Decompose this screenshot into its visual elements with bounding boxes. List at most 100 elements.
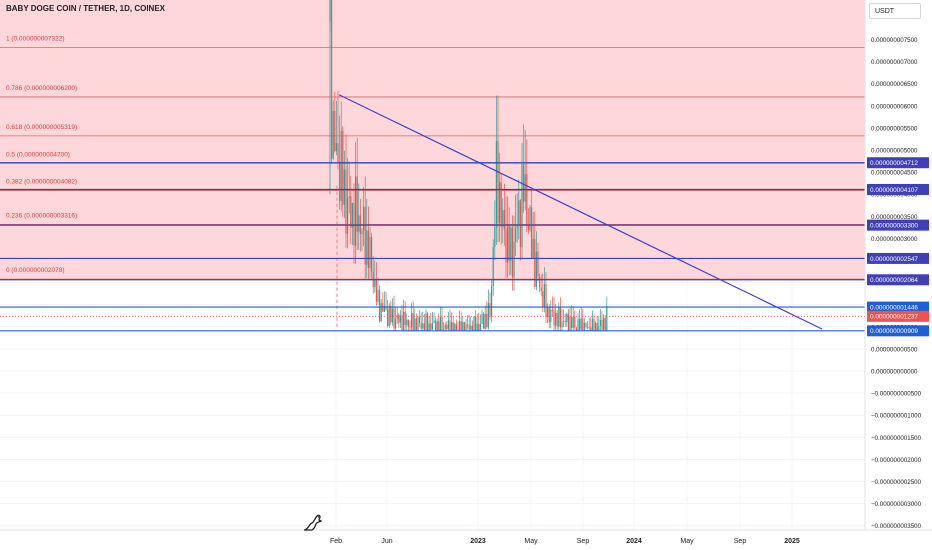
candle-body — [567, 313, 569, 331]
candle-body — [519, 200, 521, 248]
candle-body — [409, 326, 411, 328]
candle-body — [358, 215, 360, 232]
price-line-badge-label: 0.000000001446 — [870, 304, 918, 311]
candle-body — [471, 325, 473, 331]
price-tick-label: 0.000000003500 — [871, 214, 918, 221]
candle-body — [463, 322, 465, 331]
price-tick-label: −0.000000003000 — [871, 501, 922, 508]
candle-body — [433, 320, 435, 324]
candle-body — [524, 174, 526, 202]
trendline[interactable] — [338, 94, 823, 330]
candle-body — [367, 230, 369, 268]
current-price-badge — [867, 310, 929, 322]
candle-body — [548, 307, 550, 323]
candle-body — [598, 325, 600, 331]
time-tick-label: 2025 — [784, 538, 800, 545]
candle-body — [340, 130, 342, 201]
candle-body — [497, 140, 499, 224]
candle-body — [553, 310, 555, 326]
candle-body — [451, 322, 453, 331]
candle-body — [343, 169, 345, 205]
candle-body — [375, 280, 377, 302]
price-tick-label: 0.000000006500 — [871, 81, 918, 88]
candle-body — [350, 196, 352, 228]
candle-body — [571, 316, 573, 328]
candle-body — [460, 321, 462, 331]
candle-body — [561, 321, 563, 328]
candle-body — [583, 322, 585, 331]
candle-body — [596, 322, 598, 331]
price-line-badge — [867, 325, 929, 337]
chart-title: BABY DOGE COIN / TETHER, 1D, COINEX — [6, 4, 165, 13]
price-line-badge — [867, 157, 929, 169]
candle-body — [606, 305, 608, 331]
candle-body — [484, 313, 486, 329]
candle-body — [494, 227, 496, 247]
candle-body — [489, 303, 491, 317]
currency-selector[interactable]: USDT — [869, 3, 921, 19]
candle-body — [502, 209, 504, 227]
price-line-badge — [867, 252, 929, 264]
candle-body — [566, 313, 568, 323]
candle-body — [555, 312, 557, 326]
candle-body — [526, 174, 528, 226]
candle-body — [391, 308, 393, 323]
price-line-badge-label: 0.000000004107 — [870, 187, 918, 194]
fib-level-label: 0.618 (0.000000005319) — [6, 124, 77, 131]
candle-body — [439, 317, 441, 331]
time-tick-label: Jun — [381, 538, 392, 545]
candle-body — [423, 323, 425, 331]
candle-body — [551, 309, 553, 311]
candle-body — [478, 323, 480, 331]
candle-body — [545, 284, 547, 318]
candle-body — [332, 110, 334, 159]
candle-body — [540, 287, 542, 292]
candle-body — [361, 230, 363, 234]
price-tick-label: 0.000000007500 — [871, 37, 918, 44]
candle-body — [425, 313, 427, 331]
candle-body — [399, 315, 401, 323]
time-tick-label: Sep — [734, 538, 747, 545]
candle-body — [582, 318, 584, 331]
candle-body — [499, 182, 501, 224]
candle-body — [503, 209, 505, 230]
candle-body — [385, 305, 387, 310]
candle-body — [572, 316, 574, 328]
candle-body — [556, 312, 558, 327]
candle-body — [348, 196, 350, 198]
candle-body — [486, 313, 488, 328]
candle-body — [435, 320, 437, 331]
candle-body — [468, 325, 470, 330]
candle-body — [379, 289, 381, 322]
candle-body — [447, 320, 449, 330]
candle-body — [479, 323, 481, 331]
candle-body — [518, 200, 520, 226]
time-tick-label: 2024 — [626, 538, 642, 545]
candle-body — [532, 238, 534, 258]
candle-body — [387, 309, 389, 326]
price-line-badge-label: 0.000000004712 — [870, 160, 918, 167]
candle-body — [491, 286, 493, 317]
candle-body — [403, 312, 405, 331]
candle-body — [580, 318, 582, 330]
candle-body — [427, 313, 429, 331]
candle-body — [388, 305, 390, 326]
candle-body — [462, 322, 464, 331]
candle-body — [335, 142, 337, 152]
candle-body — [537, 251, 539, 277]
current-price-label: 0.000000001237 — [870, 314, 918, 321]
candle-body — [470, 325, 472, 330]
candle-body — [511, 227, 513, 278]
candle-body — [587, 327, 589, 328]
candle-body — [529, 207, 531, 230]
fib-level-label: 0.236 (0.000000003316) — [6, 212, 77, 219]
candle-body — [351, 203, 353, 228]
price-tick-label: −0.000000001500 — [871, 435, 922, 442]
price-tick-label: 0.000000007000 — [871, 59, 918, 66]
candle-body — [404, 312, 406, 326]
candle-body — [455, 323, 457, 331]
candle-body — [603, 317, 605, 330]
fib-level-label: 0 (0.000000002078) — [6, 267, 65, 274]
price-tick-label: 0.000000004500 — [871, 170, 918, 177]
